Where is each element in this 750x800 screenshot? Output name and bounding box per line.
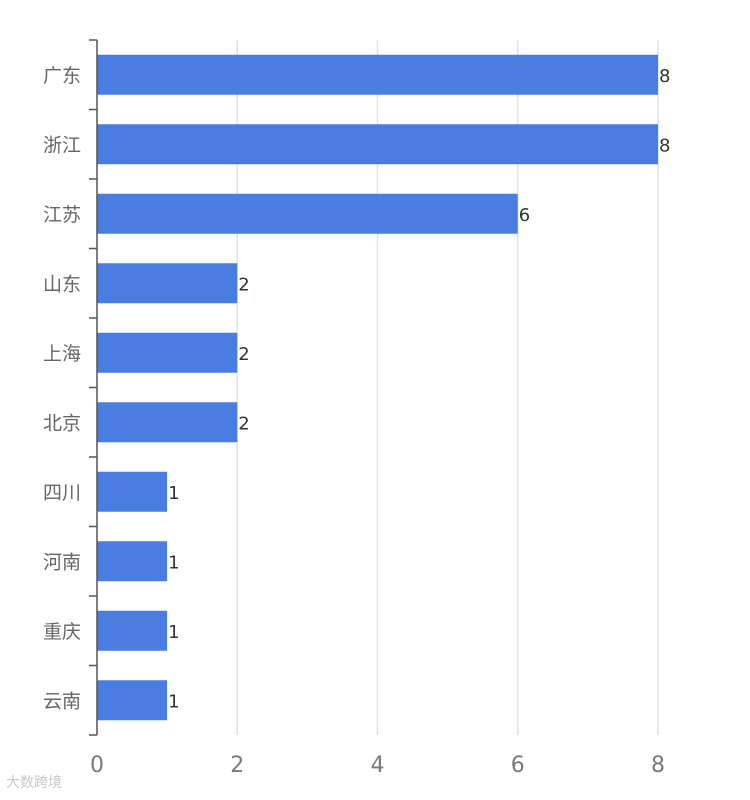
- data-label: 8: [659, 66, 670, 87]
- data-label: 2: [238, 413, 249, 434]
- category-label: 云南: [43, 690, 81, 712]
- bar: [97, 471, 168, 512]
- category-label: 江苏: [43, 204, 81, 226]
- category-label: 重庆: [43, 621, 81, 643]
- data-label: 1: [168, 483, 179, 504]
- bar: [97, 680, 168, 721]
- bar: [97, 193, 518, 234]
- bar: [97, 332, 238, 373]
- bar: [97, 263, 238, 304]
- x-tick-label: 4: [371, 753, 385, 778]
- data-label: 2: [238, 274, 249, 295]
- category-label: 浙江: [43, 134, 81, 156]
- data-label: 8: [659, 135, 670, 156]
- data-label: 2: [238, 344, 249, 365]
- x-tick-label: 2: [230, 753, 244, 778]
- x-tick-label: 0: [90, 753, 104, 778]
- category-label: 河南: [43, 551, 81, 573]
- bars: [97, 54, 658, 721]
- bar: [97, 541, 168, 582]
- x-tick-label: 8: [651, 753, 665, 778]
- watermark: 大数跨境: [6, 775, 62, 791]
- bar: [97, 54, 658, 95]
- x-tick-label: 6: [511, 753, 525, 778]
- bar: [97, 610, 168, 651]
- data-label: 1: [168, 691, 179, 712]
- category-label: 四川: [43, 482, 81, 504]
- category-label: 广东: [43, 65, 81, 87]
- category-label: 上海: [43, 343, 81, 365]
- labels: 0 2 4 6 8 8 广东 8 浙江 6 江苏 2 山东 2 上海 2 北京 1 四川 1 河南 1 重庆 1 云南: [43, 65, 670, 778]
- axes: [89, 39, 98, 736]
- data-label: 1: [168, 552, 179, 573]
- category-label: 北京: [43, 412, 81, 434]
- data-label: 6: [519, 205, 530, 226]
- bar: [97, 124, 658, 165]
- bar: [97, 402, 238, 443]
- data-label: 1: [168, 622, 179, 643]
- category-label: 山东: [43, 273, 81, 295]
